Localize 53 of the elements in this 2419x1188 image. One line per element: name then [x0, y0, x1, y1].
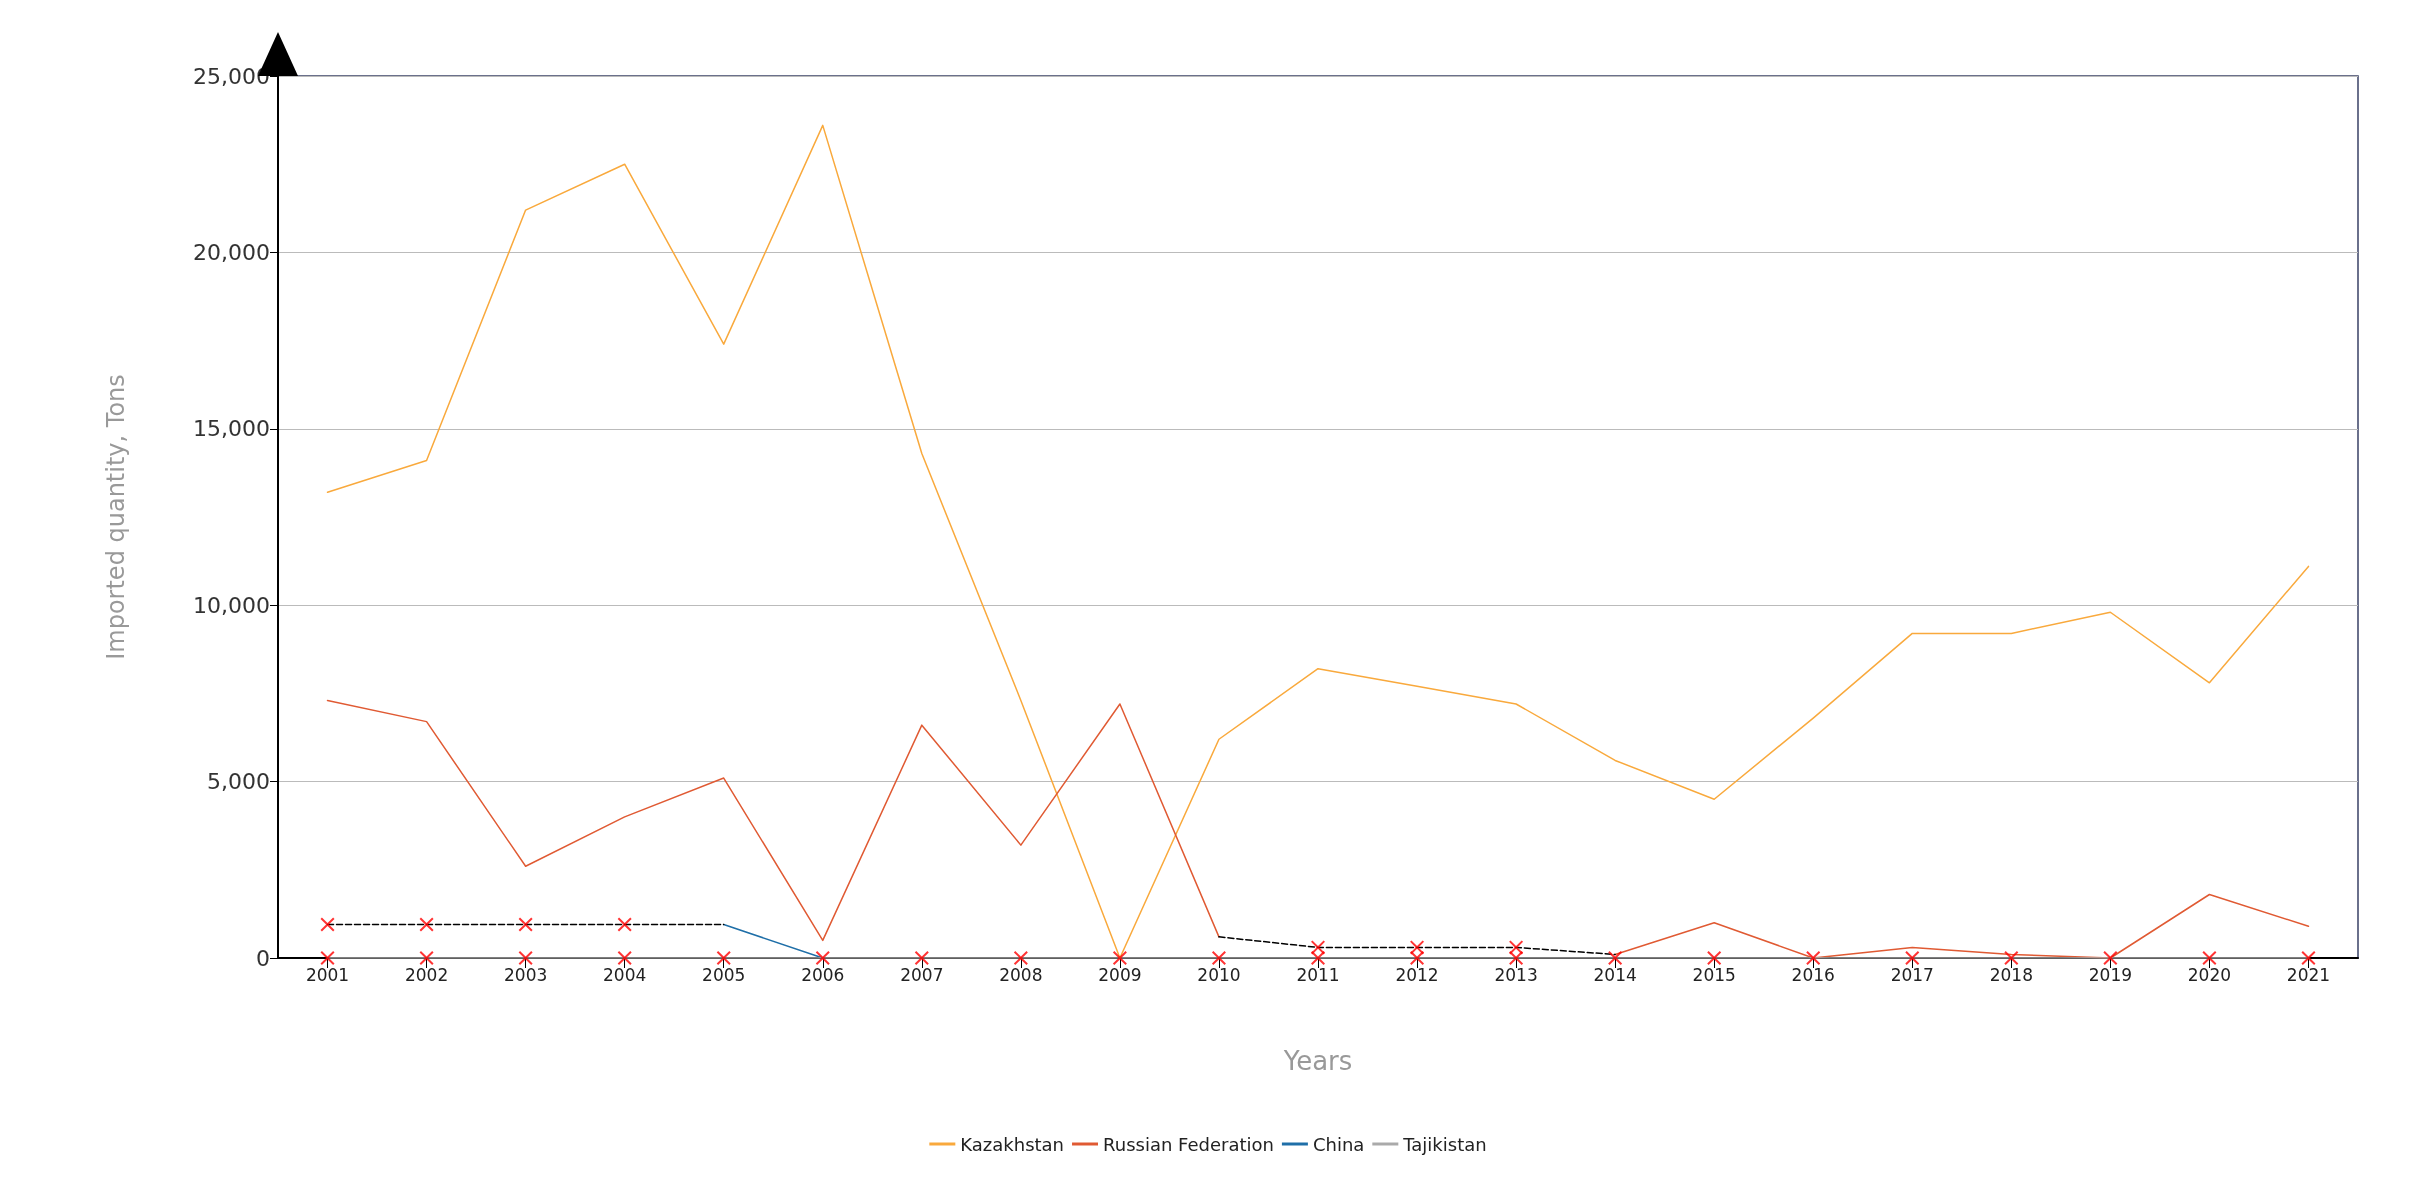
- x-tick-label: 2011: [1296, 964, 1340, 985]
- point: [1211, 951, 1226, 965]
- legend-label: Kazakhstan: [960, 1133, 1065, 1155]
- x-tick-label: 2005: [702, 964, 746, 985]
- x-tick-label: 2008: [999, 964, 1043, 985]
- x-tick-label: 2002: [404, 964, 449, 985]
- point: [617, 951, 632, 965]
- point: [518, 917, 533, 932]
- point: [2103, 951, 2118, 965]
- point: [815, 951, 830, 965]
- point: [914, 951, 929, 965]
- point: [518, 951, 533, 965]
- y-axis-title: Imported quantity, Tons: [102, 374, 130, 660]
- x-tick-label: 2020: [2187, 964, 2232, 985]
- x-tick-label: 2004: [603, 964, 647, 985]
- point: [1707, 951, 1722, 965]
- point: [2004, 951, 2019, 965]
- x-tick-label: 2012: [1395, 964, 1439, 985]
- y-tick-label: 20,000: [193, 239, 270, 265]
- x-axis-title: Years: [1282, 1046, 1353, 1076]
- x-tick-label: 2001: [305, 964, 350, 985]
- x-tick-label: 2006: [801, 964, 845, 985]
- y-tick-label: 10,000: [193, 592, 270, 618]
- point: [1311, 951, 1325, 965]
- x-tick-label: 2018: [1989, 964, 2033, 985]
- point: [716, 951, 731, 965]
- x-tick-label: 2016: [1791, 964, 1835, 985]
- point: [1509, 951, 1524, 965]
- point: [320, 917, 335, 932]
- x-tick-label: 2010: [1197, 964, 1241, 985]
- x-tick-label: 2013: [1494, 964, 1538, 985]
- x-tick-label: 2021: [2286, 964, 2331, 985]
- y-tick-label: 0: [256, 945, 270, 971]
- point: [1608, 951, 1623, 965]
- x-tick-label: 2009: [1098, 964, 1142, 985]
- x-tick-label: 2015: [1692, 964, 1736, 985]
- point: [617, 917, 632, 932]
- x-tick-label: 2017: [1890, 964, 1934, 985]
- y-tick-label: 5,000: [207, 769, 270, 795]
- x-tick-label: 2003: [503, 964, 548, 985]
- point: [1013, 951, 1028, 965]
- point: [419, 917, 434, 932]
- point: [1806, 951, 1821, 965]
- point: [1112, 951, 1127, 965]
- legend-label: Russian Federation: [1103, 1133, 1274, 1155]
- legend-label: China: [1312, 1133, 1365, 1155]
- point: [1410, 951, 1425, 965]
- y-tick-label: 15,000: [193, 416, 270, 442]
- legend-label: Tajikistan: [1402, 1133, 1487, 1155]
- point: [1905, 951, 1920, 965]
- x-tick-label: 2014: [1593, 964, 1637, 985]
- x-tick-label: 2007: [900, 964, 944, 985]
- x-tick-label: 2019: [2088, 964, 2133, 985]
